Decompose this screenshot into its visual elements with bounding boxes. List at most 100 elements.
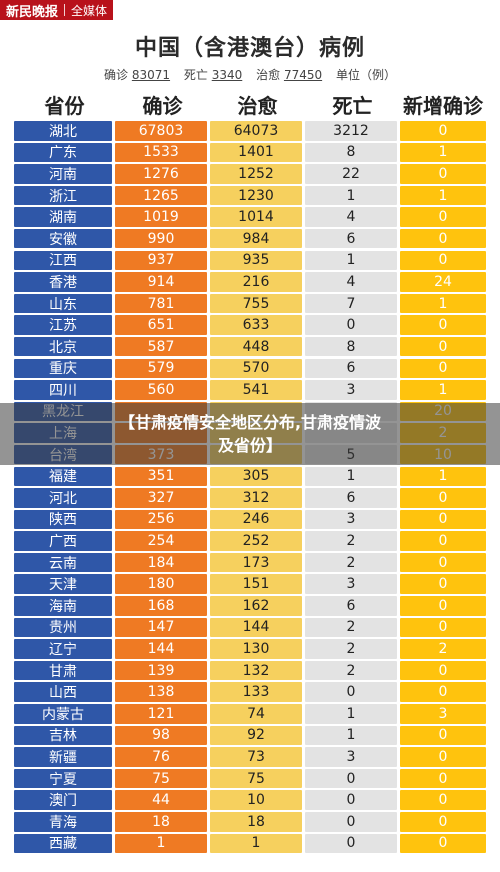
new-cell: 0 — [400, 531, 486, 551]
dead-cell: 22 — [305, 164, 397, 184]
dead-cell: 0 — [305, 790, 397, 810]
table-row: 云南 184 173 2 0 — [14, 552, 486, 573]
province-cell: 云南 — [14, 552, 112, 573]
table-row: 澳门 44 10 0 0 — [14, 790, 486, 810]
dead-cell: 4 — [305, 207, 397, 227]
dead-cell: 3 — [305, 747, 397, 767]
header-dead: 死亡 — [332, 94, 373, 118]
table-row: 海南 168 162 6 0 — [14, 596, 486, 616]
table-row: 广东 1533 1401 8 1 — [14, 142, 486, 163]
confirmed-cell: 44 — [115, 790, 207, 810]
cured-cell: 130 — [210, 639, 302, 659]
dead-cell: 6 — [305, 596, 397, 616]
confirmed-cell: 937 — [115, 250, 207, 271]
new-cell: 0 — [400, 790, 486, 810]
new-cell: 2 — [400, 639, 486, 659]
province-cell: 四川 — [14, 380, 112, 400]
province-cell: 浙江 — [14, 185, 112, 206]
confirmed-cell: 1 — [115, 833, 207, 854]
table-row: 吉林 98 92 1 0 — [14, 725, 486, 746]
table-row: 青海 18 18 0 0 — [14, 812, 486, 832]
confirmed-cell: 579 — [115, 358, 207, 379]
dead-cell: 3 — [305, 380, 397, 400]
table-row: 宁夏 75 75 0 0 — [14, 768, 486, 789]
province-cell: 广东 — [14, 142, 112, 163]
cured-cell: 73 — [210, 747, 302, 767]
table-row: 北京 587 448 8 0 — [14, 336, 486, 357]
confirmed-cell: 1276 — [115, 164, 207, 184]
dead-cell: 0 — [305, 315, 397, 335]
dead-cell: 6 — [305, 358, 397, 379]
cured-cell: 541 — [210, 380, 302, 400]
new-cell: 0 — [400, 747, 486, 767]
cured-cell: 570 — [210, 358, 302, 379]
cured-cell: 252 — [210, 531, 302, 551]
province-cell: 广西 — [14, 531, 112, 551]
table-row: 浙江 1265 1230 1 1 — [14, 185, 486, 206]
new-cell: 0 — [400, 574, 486, 594]
confirmed-cell: 781 — [115, 293, 207, 314]
province-cell: 陕西 — [14, 509, 112, 530]
table-row: 山东 781 755 7 1 — [14, 293, 486, 314]
confirmed-cell: 75 — [115, 768, 207, 789]
confirmed-cell: 138 — [115, 682, 207, 702]
table-row: 广西 254 252 2 0 — [14, 531, 486, 551]
cured-cell: 92 — [210, 725, 302, 746]
confirmed-cell: 139 — [115, 660, 207, 681]
dead-cell: 7 — [305, 293, 397, 314]
table-row: 湖北 67803 64073 3212 0 — [14, 121, 486, 141]
province-cell: 安徽 — [14, 228, 112, 249]
dead-cell: 8 — [305, 142, 397, 163]
cured-cell: 1401 — [210, 142, 302, 163]
province-cell: 江苏 — [14, 315, 112, 335]
cured-cell: 216 — [210, 272, 302, 292]
confirmed-cell: 1533 — [115, 142, 207, 163]
new-cell: 0 — [400, 617, 486, 638]
new-cell: 1 — [400, 293, 486, 314]
new-cell: 0 — [400, 682, 486, 702]
new-cell: 0 — [400, 596, 486, 616]
new-cell: 0 — [400, 768, 486, 789]
cured-cell: 133 — [210, 682, 302, 702]
new-cell: 0 — [400, 358, 486, 379]
caption-line-1: 【甘肃疫情安全地区分布,甘肃疫情波 — [118, 413, 382, 432]
cured-cell: 151 — [210, 574, 302, 594]
new-cell: 0 — [400, 488, 486, 508]
table-row: 陕西 256 246 3 0 — [14, 509, 486, 530]
confirmed-cell: 1019 — [115, 207, 207, 227]
brand-logo: 新民晚报 全媒体 — [0, 0, 114, 20]
cured-cell: 246 — [210, 509, 302, 530]
totals-summary: 确诊 83071 死亡 3340 治愈 77450 单位（例） — [0, 66, 500, 83]
new-cell: 0 — [400, 315, 486, 335]
table-row: 辽宁 144 130 2 2 — [14, 639, 486, 659]
confirmed-label: 确诊 — [104, 68, 129, 82]
brand-tag: 全媒体 — [71, 3, 108, 18]
cured-cell: 162 — [210, 596, 302, 616]
dead-cell: 1 — [305, 466, 397, 486]
table-row: 安徽 990 984 6 0 — [14, 228, 486, 249]
cured-cell: 305 — [210, 466, 302, 486]
dead-label: 死亡 — [183, 68, 208, 82]
header-cured: 治愈 — [237, 94, 278, 118]
dead-cell: 2 — [305, 617, 397, 638]
new-cell: 0 — [400, 250, 486, 271]
cured-label: 治愈 — [256, 68, 281, 82]
province-cell: 河南 — [14, 164, 112, 184]
dead-cell: 0 — [305, 812, 397, 832]
province-cell: 北京 — [14, 336, 112, 357]
cured-cell: 173 — [210, 552, 302, 573]
dead-cell: 4 — [305, 272, 397, 292]
new-cell: 1 — [400, 466, 486, 486]
dead-cell: 0 — [305, 833, 397, 854]
new-cell: 0 — [400, 812, 486, 832]
cured-cell: 10 — [210, 790, 302, 810]
cured-cell: 935 — [210, 250, 302, 271]
table-row: 香港 914 216 4 24 — [14, 272, 486, 292]
province-cell: 天津 — [14, 574, 112, 594]
confirmed-cell: 144 — [115, 639, 207, 659]
table-row: 内蒙古 121 74 1 3 — [14, 704, 486, 724]
caption-text: 【甘肃疫情安全地区分布,甘肃疫情波 及省份】 — [0, 411, 500, 457]
confirmed-cell: 18 — [115, 812, 207, 832]
province-cell: 湖北 — [14, 121, 112, 141]
brand-divider — [64, 4, 66, 16]
